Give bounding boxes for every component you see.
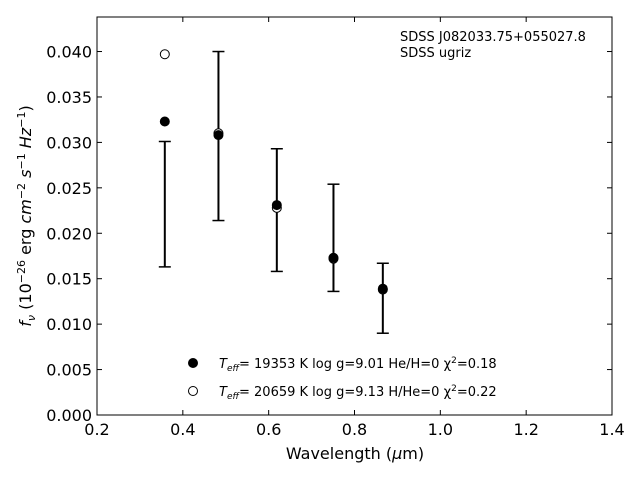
model-point-open — [159, 49, 170, 60]
y-tick-label: 0.020 — [46, 224, 92, 243]
x-tick-label: 0.6 — [256, 420, 281, 439]
annotation-filter-set: SDSS ugriz — [400, 46, 471, 61]
model-point-filled — [271, 200, 282, 211]
model-points — [159, 49, 388, 295]
legend-label-filled: Teff= 19353 K log g=9.01 He/H=0 χ2=0.18 — [219, 356, 497, 374]
model-point-filled — [377, 283, 388, 294]
annotation-object-name: SDSS J082033.75+055027.8 — [400, 30, 586, 45]
model-point-filled — [159, 116, 170, 127]
model-point-filled — [328, 252, 339, 263]
y-tick-label: 0.025 — [46, 179, 92, 198]
plot-frame — [96, 16, 613, 416]
x-tick-label: 0.2 — [84, 420, 109, 439]
legend: Teff= 19353 K log g=9.01 He/H=0 χ2=0.18 … — [188, 356, 497, 402]
error-bars — [158, 50, 389, 334]
model-point-filled — [213, 130, 224, 141]
legend-marker-filled — [188, 358, 198, 368]
y-tick-label: 0.030 — [46, 133, 92, 152]
x-tick-label: 1.2 — [513, 420, 538, 439]
x-tick-label: 0.4 — [170, 420, 195, 439]
legend-label-open: Teff= 20659 K log g=9.13 H/He=0 χ2=0.22 — [219, 384, 497, 402]
x-tick-label: 1.4 — [599, 420, 624, 439]
y-tick-label: 0.015 — [46, 270, 92, 289]
y-tick-label: 0.005 — [46, 361, 92, 380]
x-tick-label: 1.0 — [428, 420, 453, 439]
x-axis-title: Wavelength (μm) — [286, 444, 424, 463]
y-axis-title: fν (10−26 erg cm−2 s−1 Hz−1) — [15, 105, 38, 326]
y-tick-label: 0.010 — [46, 315, 92, 334]
x-tick-label: 0.8 — [342, 420, 367, 439]
y-tick-label: 0.035 — [46, 88, 92, 107]
legend-marker-open — [188, 386, 198, 396]
x-ticks: 0.2 0.4 0.6 0.8 1.0 1.2 1.4 — [84, 17, 625, 439]
y-tick-label: 0.040 — [46, 43, 92, 62]
y-tick-label: 0.000 — [46, 406, 92, 425]
axes — [96, 16, 613, 416]
y-ticks: 0.000 0.005 0.010 0.015 0.020 0.025 0.030 0.035… — [46, 43, 612, 425]
